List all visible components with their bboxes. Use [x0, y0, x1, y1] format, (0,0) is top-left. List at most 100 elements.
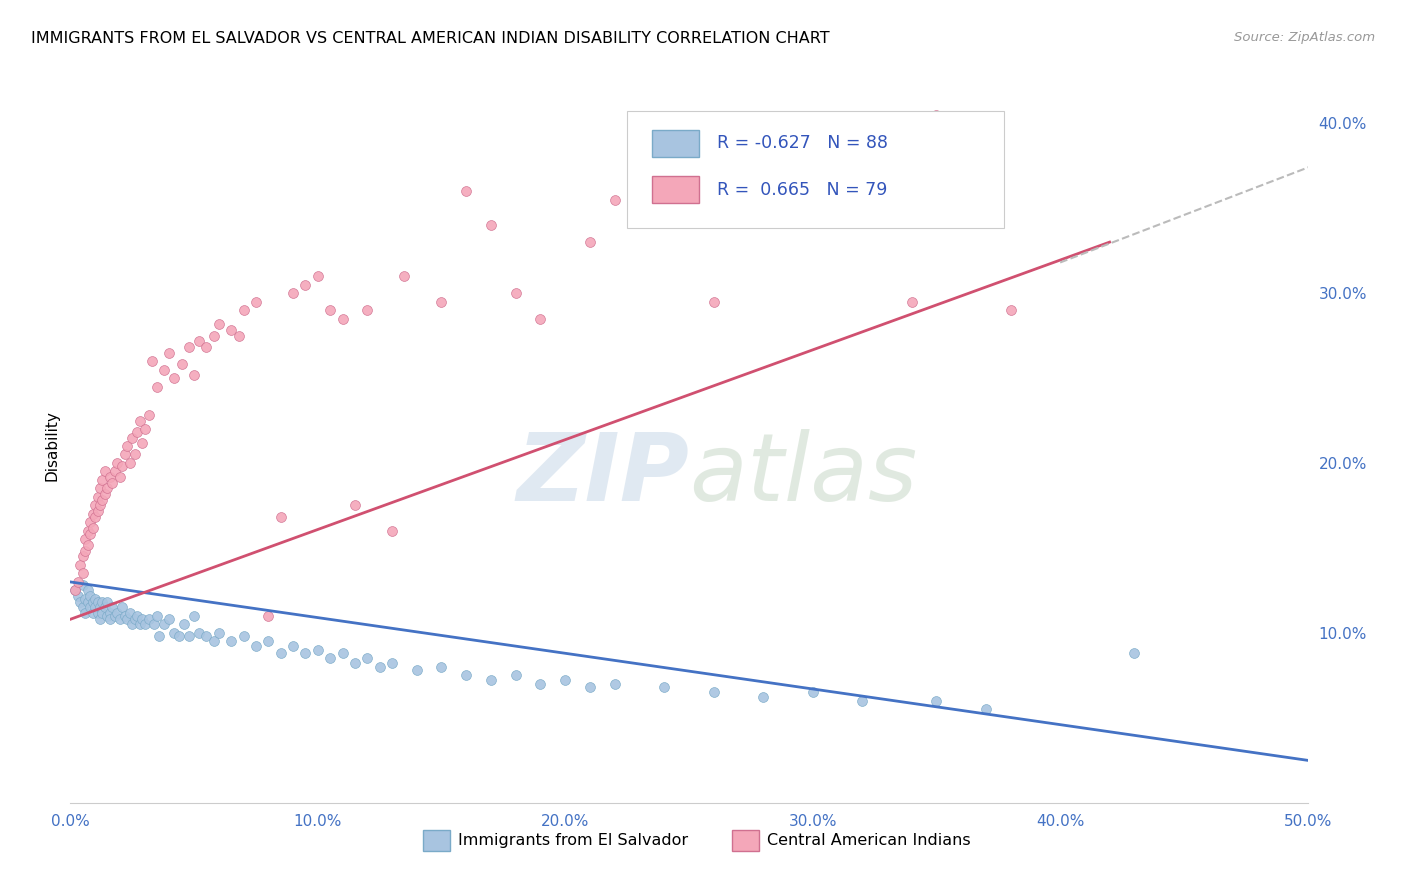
Point: [89, 499, 111, 513]
Point: [72, 566, 94, 581]
Point: [118, 606, 141, 620]
Point: [118, 456, 141, 470]
Point: [94, 486, 117, 500]
Point: [76, 524, 98, 538]
Point: [124, 612, 146, 626]
Text: Immigrants from El Salvador: Immigrants from El Salvador: [457, 833, 688, 848]
FancyBboxPatch shape: [627, 111, 1004, 228]
Point: [177, 629, 200, 643]
Point: [65, 583, 87, 598]
Point: [138, 612, 160, 626]
Point: [554, 673, 576, 688]
Point: [319, 303, 342, 318]
Bar: [652, 130, 699, 157]
Point: [195, 341, 218, 355]
Point: [79, 527, 101, 541]
Point: [104, 608, 127, 623]
Point: [72, 549, 94, 564]
Bar: [652, 177, 699, 203]
Point: [84, 510, 107, 524]
Text: IMMIGRANTS FROM EL SALVADOR VS CENTRAL AMERICAN INDIAN DISABILITY CORRELATION CH: IMMIGRANTS FROM EL SALVADOR VS CENTRAL A…: [31, 31, 830, 46]
Point: [128, 617, 150, 632]
Point: [141, 354, 163, 368]
Point: [72, 600, 94, 615]
Point: [94, 600, 117, 615]
Point: [163, 626, 186, 640]
Point: [270, 646, 292, 660]
Point: [219, 634, 242, 648]
Point: [579, 235, 602, 249]
Point: [257, 634, 280, 648]
Point: [394, 269, 416, 284]
Point: [851, 694, 873, 708]
Point: [114, 608, 136, 623]
Point: [925, 108, 948, 122]
Point: [456, 668, 478, 682]
Point: [134, 422, 156, 436]
Point: [98, 612, 121, 626]
Point: [332, 311, 354, 326]
Point: [69, 558, 91, 572]
Point: [332, 646, 354, 660]
Point: [703, 294, 725, 309]
Point: [91, 473, 114, 487]
Point: [86, 595, 108, 609]
Point: [925, 694, 948, 708]
Point: [91, 493, 114, 508]
Point: [131, 612, 153, 626]
Point: [343, 657, 366, 671]
Point: [98, 606, 121, 620]
Point: [579, 680, 602, 694]
Point: [153, 617, 176, 632]
Point: [188, 334, 211, 348]
Point: [79, 516, 101, 530]
Point: [219, 323, 242, 337]
Point: [202, 634, 225, 648]
Point: [202, 328, 225, 343]
Point: [75, 533, 97, 547]
Point: [108, 469, 131, 483]
Point: [148, 629, 170, 643]
Point: [114, 448, 136, 462]
Point: [183, 368, 205, 382]
Point: [65, 583, 87, 598]
Point: [66, 589, 89, 603]
Point: [101, 476, 124, 491]
Point: [173, 617, 195, 632]
Point: [115, 439, 138, 453]
Point: [86, 606, 108, 620]
Point: [479, 218, 502, 232]
Point: [111, 459, 134, 474]
Point: [91, 606, 114, 620]
Point: [232, 629, 254, 643]
Point: [505, 668, 527, 682]
Point: [108, 612, 131, 626]
Point: [652, 680, 675, 694]
Point: [96, 608, 118, 623]
Point: [170, 358, 193, 372]
Point: [368, 660, 391, 674]
Point: [127, 608, 149, 623]
Text: R =  0.665   N = 79: R = 0.665 N = 79: [717, 181, 887, 199]
Point: [79, 589, 101, 603]
Point: [72, 578, 94, 592]
Point: [84, 499, 107, 513]
Point: [94, 465, 117, 479]
Point: [134, 617, 156, 632]
Point: [356, 303, 378, 318]
Point: [105, 456, 128, 470]
Point: [124, 448, 146, 462]
Point: [307, 269, 329, 284]
Point: [146, 608, 169, 623]
Point: [146, 379, 169, 393]
Point: [84, 591, 107, 606]
Point: [84, 600, 107, 615]
Point: [128, 413, 150, 427]
Point: [529, 677, 551, 691]
Point: [101, 600, 124, 615]
Point: [232, 303, 254, 318]
Point: [96, 595, 118, 609]
Point: [752, 690, 775, 705]
Text: ZIP: ZIP: [516, 428, 689, 521]
Point: [105, 606, 128, 620]
